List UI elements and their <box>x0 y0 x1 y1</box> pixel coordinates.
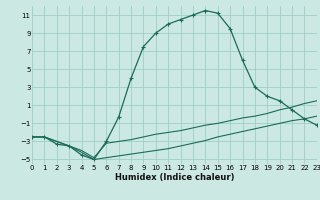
X-axis label: Humidex (Indice chaleur): Humidex (Indice chaleur) <box>115 173 234 182</box>
